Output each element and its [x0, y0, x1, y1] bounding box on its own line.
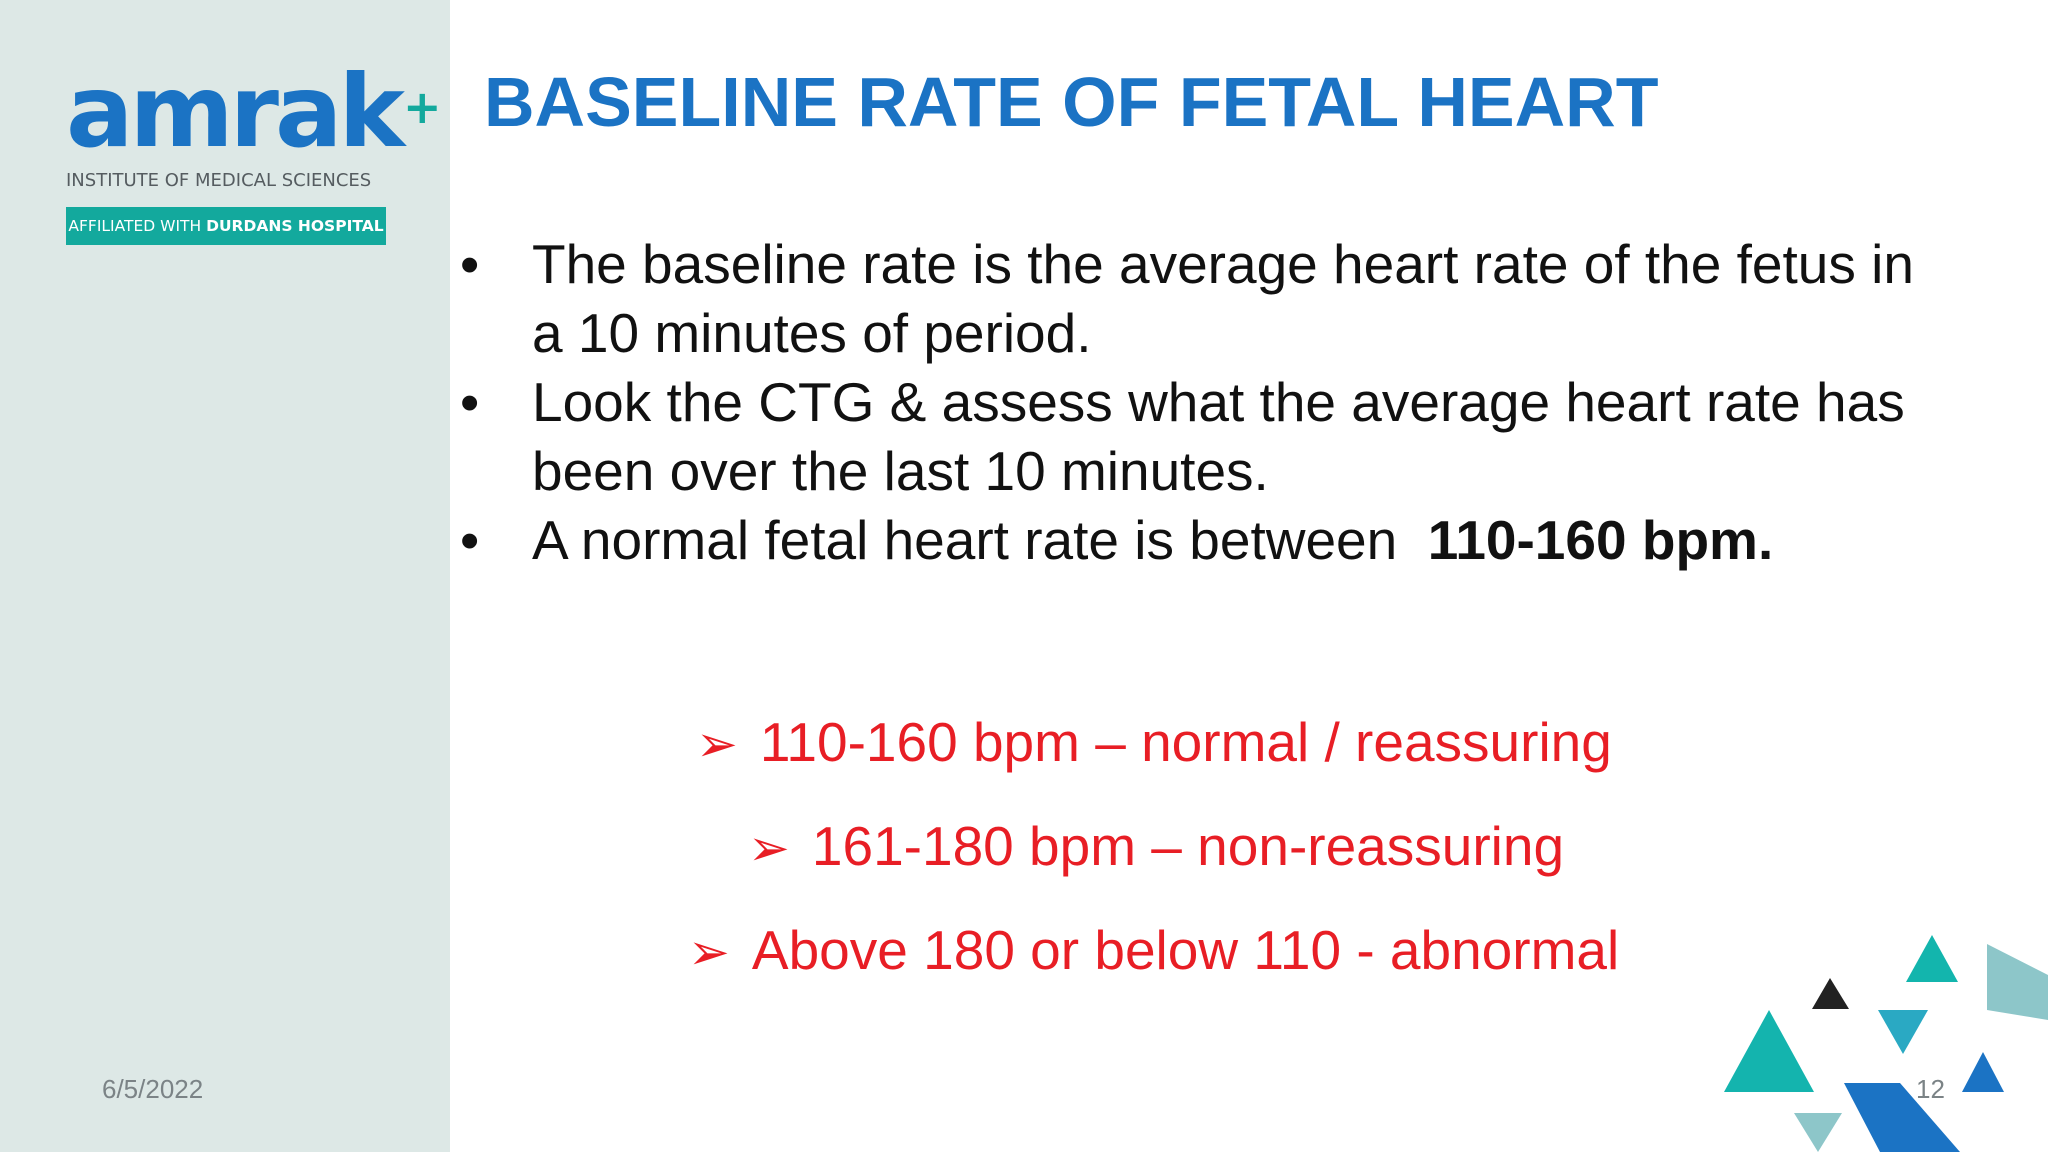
arrow-bullet-icon: ➢ — [748, 820, 790, 876]
triangle-shape — [1794, 1113, 1842, 1152]
bullet-icon: • — [460, 371, 480, 433]
triangle-shape — [1844, 1083, 1960, 1152]
range-item-non-reassuring: ➢ 161-180 bpm – non-reassuring — [748, 814, 1564, 878]
triangle-shape — [1812, 978, 1849, 1009]
triangle-shape — [1962, 1052, 2004, 1092]
arrow-bullet-icon: ➢ — [688, 924, 730, 980]
triangle-shape — [1878, 1010, 1928, 1054]
range-item-abnormal: ➢ Above 180 or below 110 - abnormal — [688, 918, 1619, 982]
bullet-text: The baseline rate is the average heart r… — [532, 233, 1914, 364]
bullet-text: A normal fetal heart rate is between — [532, 509, 1428, 571]
range-text: Above 180 or below 110 - abnormal — [751, 919, 1620, 981]
normal-range-emphasis: 110-160 bpm. — [1427, 509, 1774, 571]
logo-subtitle: INSTITUTE OF MEDICAL SCIENCES — [66, 170, 372, 191]
triangle-shape — [1724, 1010, 1814, 1092]
logo-plus-icon: + — [402, 80, 441, 134]
range-item-normal: ➢ 110-160 bpm – normal / reassuring — [696, 710, 1612, 774]
affiliation-badge: AFFILIATED WITH DURDANS HOSPITAL — [66, 207, 386, 245]
bullet-item: • Look the CTG & assess what the average … — [460, 368, 1920, 506]
slide-title: BASELINE RATE OF FETAL HEART — [484, 63, 1659, 141]
badge-prefix: AFFILIATED WITH — [68, 217, 202, 235]
range-text: 161-180 bpm – non-reassuring — [811, 815, 1565, 877]
range-text: 110-160 bpm – normal / reassuring — [759, 711, 1612, 773]
triangle-shape — [1906, 935, 1958, 982]
logo-wordmark: amrak — [66, 53, 405, 170]
triangle-shape — [1987, 944, 2048, 1020]
arrow-bullet-icon: ➢ — [696, 716, 738, 772]
bullet-item: • The baseline rate is the average heart … — [460, 230, 1920, 368]
bullet-icon: • — [460, 233, 480, 295]
badge-hospital: DURDANS HOSPITAL — [206, 217, 384, 235]
sidebar-panel: amrak+ INSTITUTE OF MEDICAL SCIENCES AFF… — [0, 0, 450, 1152]
bullet-item: • A normal fetal heart rate is between 11… — [460, 506, 1920, 575]
bullet-list: • The baseline rate is the average heart … — [460, 230, 1920, 575]
slide-date: 6/5/2022 — [102, 1074, 204, 1104]
bullet-icon: • — [460, 509, 480, 571]
amrak-logo: amrak+ INSTITUTE OF MEDICAL SCIENCES AFF… — [66, 62, 441, 245]
bullet-text: Look the CTG & assess what the average h… — [532, 371, 1905, 502]
page-number: 12 — [1916, 1074, 1945, 1104]
